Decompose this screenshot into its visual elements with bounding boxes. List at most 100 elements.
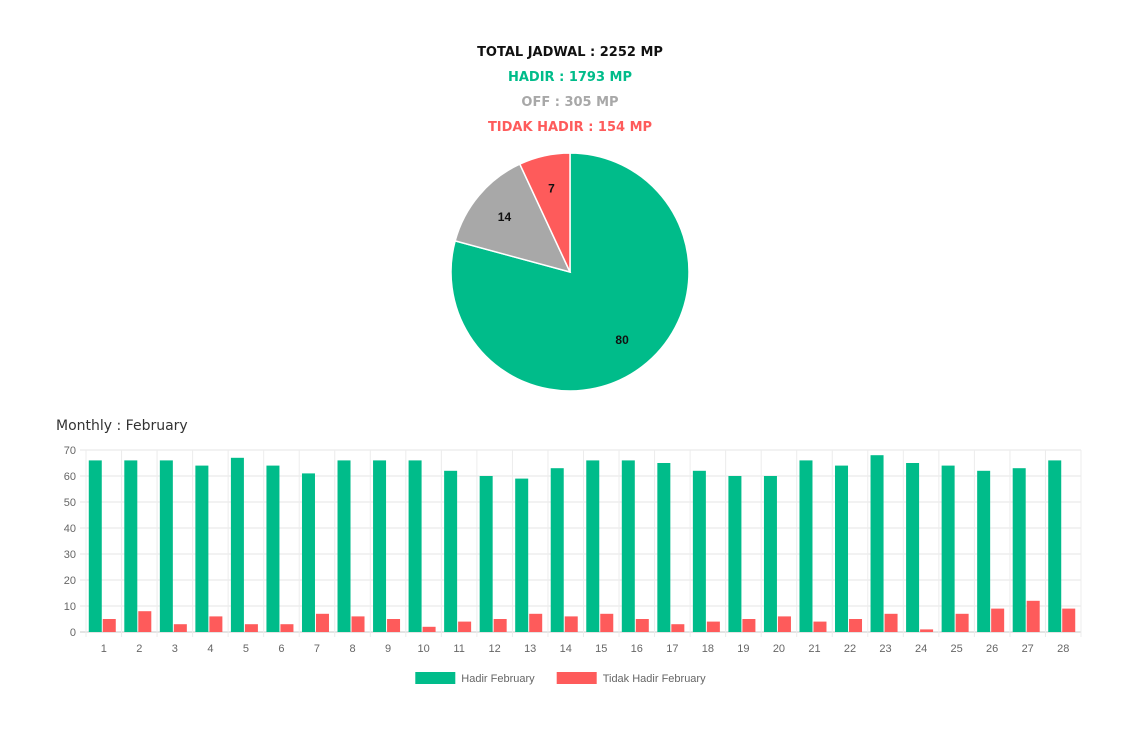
x-tick-label: 18	[702, 643, 714, 655]
legend-label-hadir[interactable]: Hadir February	[461, 673, 535, 685]
bar-tidak-hadir-13[interactable]	[529, 613, 543, 632]
bar-hadir-6[interactable]	[266, 465, 280, 632]
bar-hadir-21[interactable]	[799, 460, 813, 632]
hadir-label: HADIR : 1793 MP	[507, 70, 632, 85]
bar-hadir-4[interactable]	[195, 465, 209, 632]
bar-hadir-24[interactable]	[906, 463, 920, 632]
bar-tidak-hadir-19[interactable]	[742, 619, 756, 632]
x-tick-label: 22	[844, 643, 856, 655]
x-tick-label: 21	[808, 643, 820, 655]
x-tick-label: 17	[666, 643, 678, 655]
pie-slice-off[interactable]	[454, 163, 572, 274]
bar-tidak-hadir-11[interactable]	[458, 621, 472, 632]
x-tick-label: 9	[385, 643, 391, 655]
bar-tidak-hadir-23[interactable]	[884, 613, 898, 632]
x-tick-label: 1	[101, 643, 107, 655]
bar-tidak-hadir-21[interactable]	[813, 621, 827, 632]
x-tick-label: 25	[951, 643, 963, 655]
bar-tidak-hadir-27[interactable]	[1026, 600, 1040, 632]
x-tick-label: 6	[278, 643, 284, 655]
x-tick-label: 2	[136, 643, 142, 655]
y-tick-label: 60	[64, 471, 76, 483]
bar-hadir-12[interactable]	[479, 476, 493, 632]
bar-tidak-hadir-5[interactable]	[244, 624, 258, 632]
tidak-hadir-label: TIDAK HADIR : 154 MP	[487, 120, 653, 135]
bar-tidak-hadir-22[interactable]	[849, 619, 863, 632]
bar-hadir-15[interactable]	[586, 460, 600, 632]
x-tick-label: 3	[172, 643, 178, 655]
y-tick-label: 0	[70, 627, 76, 639]
bar-tidak-hadir-8[interactable]	[351, 616, 365, 632]
bar-hadir-17[interactable]	[657, 463, 671, 632]
x-tick-label: 16	[631, 643, 643, 655]
bar-tidak-hadir-25[interactable]	[955, 613, 969, 632]
bar-hadir-9[interactable]	[373, 460, 387, 632]
bar-tidak-hadir-14[interactable]	[564, 616, 578, 632]
bar-tidak-hadir-20[interactable]	[777, 616, 791, 632]
bar-tidak-hadir-17[interactable]	[671, 624, 685, 632]
y-tick-label: 50	[64, 497, 76, 509]
bar-hadir-5[interactable]	[230, 457, 244, 632]
bar-hadir-7[interactable]	[301, 473, 315, 632]
x-tick-label: 4	[207, 643, 213, 655]
bar-hadir-3[interactable]	[159, 460, 173, 632]
bar-tidak-hadir-6[interactable]	[280, 624, 294, 632]
x-tick-label: 13	[524, 643, 536, 655]
bar-tidak-hadir-12[interactable]	[493, 619, 507, 632]
bar-tidak-hadir-1[interactable]	[102, 619, 116, 632]
bar-hadir-22[interactable]	[835, 465, 849, 632]
legend-swatch-hadir[interactable]	[415, 672, 456, 684]
bar-hadir-23[interactable]	[870, 455, 884, 632]
bar-tidak-hadir-18[interactable]	[706, 621, 720, 632]
attendance-pie-chart-container: 80 14 7	[440, 145, 700, 409]
bar-tidak-hadir-28[interactable]	[1062, 608, 1076, 632]
x-tick-label: 15	[595, 643, 607, 655]
bar-tidak-hadir-4[interactable]	[209, 616, 223, 632]
bar-hadir-28[interactable]	[1048, 460, 1062, 632]
bar-tidak-hadir-3[interactable]	[173, 624, 187, 632]
legend-swatch-tidak-hadir[interactable]	[556, 672, 597, 684]
pie-slice-tidak-hadir[interactable]	[518, 152, 571, 273]
bar-hadir-19[interactable]	[728, 476, 742, 632]
bar-hadir-27[interactable]	[1012, 468, 1026, 632]
bar-tidak-hadir-9[interactable]	[387, 619, 401, 632]
total-schedule-label: TOTAL JADWAL : 2252 MP	[477, 45, 663, 60]
bar-hadir-16[interactable]	[621, 460, 635, 632]
bar-tidak-hadir-2[interactable]	[138, 611, 152, 632]
x-tick-label: 19	[737, 643, 749, 655]
bar-hadir-8[interactable]	[337, 460, 351, 632]
off-label: OFF : 305 MP	[521, 95, 619, 110]
bar-hadir-25[interactable]	[941, 465, 955, 632]
bar-hadir-2[interactable]	[124, 460, 138, 632]
bar-hadir-11[interactable]	[444, 470, 458, 632]
bar-hadir-18[interactable]	[692, 470, 706, 632]
x-tick-label: 8	[349, 643, 355, 655]
bar-tidak-hadir-16[interactable]	[635, 619, 649, 632]
y-tick-label: 10	[64, 601, 76, 613]
bar-tidak-hadir-15[interactable]	[600, 613, 614, 632]
x-tick-label: 12	[489, 643, 501, 655]
x-tick-label: 23	[879, 643, 891, 655]
attendance-summary: TOTAL JADWAL : 2252 MP HADIR : 1793 MP O…	[0, 40, 1140, 140]
bar-tidak-hadir-7[interactable]	[315, 613, 329, 632]
pie-label-hadir: 80	[615, 333, 629, 347]
bar-hadir-1[interactable]	[88, 460, 102, 632]
bar-tidak-hadir-24[interactable]	[920, 629, 934, 632]
y-tick-label: 40	[64, 523, 76, 535]
y-tick-label: 70	[64, 445, 76, 457]
legend-label-tidak-hadir[interactable]: Tidak Hadir February	[603, 673, 706, 685]
bar-hadir-20[interactable]	[763, 476, 777, 632]
x-tick-label: 24	[915, 643, 927, 655]
pie-label-tidak-hadir: 7	[548, 181, 555, 195]
bar-hadir-10[interactable]	[408, 460, 422, 632]
bar-hadir-13[interactable]	[515, 478, 529, 632]
bar-hadir-14[interactable]	[550, 468, 564, 632]
bar-tidak-hadir-26[interactable]	[991, 608, 1005, 632]
monthly-title: Monthly : February	[56, 418, 188, 434]
x-tick-label: 10	[417, 643, 429, 655]
x-tick-label: 5	[243, 643, 249, 655]
x-tick-label: 20	[773, 643, 785, 655]
bar-hadir-26[interactable]	[977, 470, 991, 632]
bar-tidak-hadir-10[interactable]	[422, 626, 436, 632]
